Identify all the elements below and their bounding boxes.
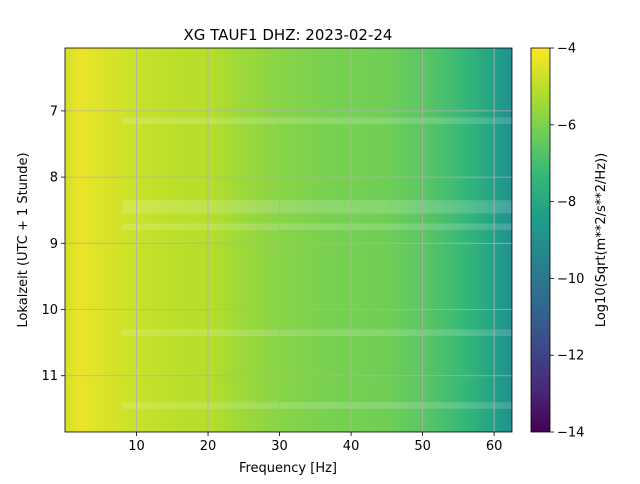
grid bbox=[65, 48, 512, 432]
quiet-band bbox=[122, 200, 512, 214]
plot-area bbox=[65, 48, 512, 432]
y-tick-label: 7 bbox=[50, 104, 58, 119]
colorbar-tick-label: −14 bbox=[557, 426, 584, 441]
y-tick-label: 10 bbox=[41, 303, 58, 318]
x-axis: 10 20 30 40 50 60 bbox=[128, 432, 502, 454]
colorbar-label: Log10(Sqrt(m**2/s**2/Hz)) bbox=[594, 153, 609, 327]
quiet-band bbox=[122, 329, 512, 336]
x-tick-label: 60 bbox=[486, 439, 503, 454]
quiet-bands bbox=[122, 117, 512, 409]
y-axis: 7 8 9 10 11 bbox=[41, 104, 65, 384]
spectrogram-heatmap bbox=[65, 48, 512, 432]
x-axis-label: Frequency [Hz] bbox=[239, 461, 337, 476]
y-tick-label: 11 bbox=[41, 369, 58, 384]
chart-title: XG TAUF1 DHZ: 2023-02-24 bbox=[184, 26, 393, 44]
plot-frame bbox=[64, 47, 513, 433]
colorbar-tick-label: −4 bbox=[557, 42, 576, 57]
x-tick-label: 50 bbox=[414, 439, 431, 454]
colorbar-tick-label: −8 bbox=[557, 195, 576, 210]
quiet-band bbox=[122, 117, 512, 125]
quiet-band bbox=[122, 223, 512, 231]
x-tick-label: 40 bbox=[343, 439, 360, 454]
colorbar-fill bbox=[530, 47, 551, 433]
y-tick-label: 8 bbox=[50, 171, 58, 186]
x-tick-label: 30 bbox=[271, 439, 288, 454]
colorbar-tick-label: −6 bbox=[557, 118, 576, 133]
y-axis-label: Lokalzeit (UTC + 1 Stunde) bbox=[16, 152, 31, 327]
colorbar: −4 −6 −8 −10 −12 −14 Log10(Sqrt(m**2/s**2/Hz)… bbox=[530, 42, 609, 441]
y-tick-label: 9 bbox=[50, 237, 58, 252]
colorbar-tick-label: −12 bbox=[557, 349, 584, 364]
quiet-band bbox=[122, 402, 512, 409]
x-tick-label: 10 bbox=[128, 439, 145, 454]
colorbar-tick-label: −10 bbox=[557, 272, 584, 287]
colorbar-ticks: −4 −6 −8 −10 −12 −14 bbox=[550, 42, 584, 441]
x-tick-label: 20 bbox=[200, 439, 217, 454]
